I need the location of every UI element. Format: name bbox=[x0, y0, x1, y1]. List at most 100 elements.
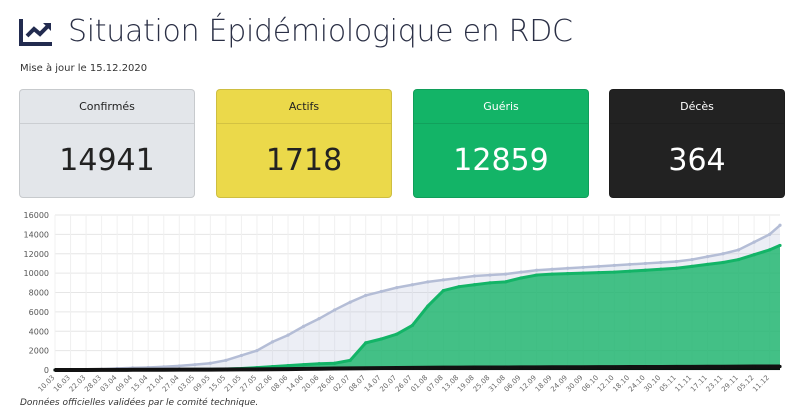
data-point bbox=[224, 367, 228, 372]
data-point bbox=[131, 368, 135, 372]
data-point bbox=[348, 358, 352, 362]
data-point bbox=[503, 272, 508, 276]
data-point bbox=[597, 271, 601, 275]
line-confirmés bbox=[54, 224, 781, 372]
card-label: Actifs bbox=[217, 90, 391, 124]
data-point bbox=[177, 368, 181, 372]
data-point bbox=[177, 364, 181, 368]
card-label: Décès bbox=[610, 90, 784, 124]
data-point bbox=[581, 265, 585, 269]
data-point bbox=[317, 317, 321, 321]
data-point bbox=[457, 365, 461, 370]
data-point bbox=[643, 268, 647, 272]
data-point bbox=[457, 285, 461, 289]
data-point bbox=[286, 333, 290, 337]
card-label: Confirmés bbox=[20, 90, 194, 124]
data-point bbox=[488, 273, 492, 277]
data-point bbox=[193, 363, 197, 367]
data-point bbox=[597, 365, 601, 369]
x-tick-label: 11.12 bbox=[751, 374, 771, 394]
data-point bbox=[410, 366, 414, 370]
data-point bbox=[426, 280, 430, 284]
data-point bbox=[519, 270, 523, 274]
card-confirmes: Confirmés 14941 bbox=[19, 89, 195, 198]
data-point bbox=[612, 270, 616, 274]
data-point bbox=[53, 368, 57, 372]
data-point bbox=[239, 353, 244, 358]
data-point bbox=[628, 365, 632, 369]
data-point bbox=[690, 257, 694, 262]
data-point bbox=[503, 365, 508, 370]
data-point bbox=[162, 368, 166, 372]
data-point bbox=[721, 252, 725, 256]
data-point bbox=[255, 367, 259, 371]
header: Situation Épidémiologique en RDC bbox=[18, 14, 573, 49]
card-value: 364 bbox=[668, 143, 726, 178]
data-point bbox=[736, 365, 741, 369]
y-tick-label: 8000 bbox=[29, 289, 49, 298]
data-point bbox=[628, 269, 632, 273]
data-point bbox=[410, 323, 414, 328]
data-point bbox=[581, 271, 585, 275]
data-point bbox=[68, 368, 73, 372]
data-point bbox=[472, 283, 477, 287]
data-point bbox=[752, 253, 756, 257]
card-deces: Décès 364 bbox=[609, 89, 785, 198]
data-point bbox=[333, 366, 337, 371]
data-point bbox=[84, 368, 88, 372]
card-value: 12859 bbox=[453, 143, 549, 178]
data-point bbox=[364, 293, 368, 298]
data-point bbox=[270, 367, 275, 371]
data-point bbox=[457, 276, 461, 280]
data-point bbox=[364, 341, 368, 345]
data-point bbox=[333, 361, 337, 365]
data-point bbox=[488, 281, 492, 285]
data-point bbox=[395, 366, 399, 370]
data-point bbox=[778, 223, 782, 227]
data-point bbox=[317, 362, 321, 366]
chart-line-icon bbox=[19, 18, 52, 46]
data-point bbox=[426, 304, 430, 308]
data-point bbox=[488, 365, 492, 370]
data-point bbox=[410, 283, 414, 287]
data-point bbox=[736, 248, 741, 252]
data-point bbox=[472, 365, 477, 370]
data-point bbox=[597, 264, 601, 268]
data-point bbox=[519, 276, 523, 280]
card-value: 1718 bbox=[265, 143, 343, 178]
data-point bbox=[550, 272, 554, 276]
data-point bbox=[721, 365, 725, 369]
data-point bbox=[768, 248, 772, 252]
data-point bbox=[581, 365, 585, 369]
data-point bbox=[566, 272, 570, 276]
data-point bbox=[441, 288, 445, 293]
data-point bbox=[270, 340, 275, 344]
data-point bbox=[301, 363, 306, 367]
area-guéris bbox=[55, 245, 780, 370]
data-point bbox=[768, 364, 772, 369]
data-point bbox=[721, 260, 725, 265]
data-point bbox=[659, 365, 663, 369]
data-point bbox=[301, 324, 306, 329]
y-tick-label: 6000 bbox=[29, 308, 49, 317]
cases-chart: 020004000600080001000012000140001600010.… bbox=[24, 211, 782, 394]
data-point bbox=[612, 365, 616, 369]
data-point bbox=[301, 367, 306, 371]
data-point bbox=[535, 268, 539, 272]
data-point bbox=[208, 367, 212, 372]
data-point bbox=[364, 366, 368, 370]
data-point bbox=[535, 365, 539, 369]
data-point bbox=[317, 367, 321, 371]
data-point bbox=[146, 368, 150, 372]
data-point bbox=[690, 264, 694, 268]
data-point bbox=[690, 365, 694, 369]
data-point bbox=[705, 365, 710, 369]
data-point bbox=[778, 243, 782, 248]
y-tick-label: 14000 bbox=[24, 230, 49, 239]
y-tick-label: 10000 bbox=[24, 269, 49, 278]
data-point bbox=[643, 365, 647, 369]
y-tick-label: 4000 bbox=[29, 327, 49, 336]
y-tick-label: 12000 bbox=[24, 250, 49, 259]
data-point bbox=[379, 289, 383, 294]
data-point bbox=[674, 365, 679, 369]
